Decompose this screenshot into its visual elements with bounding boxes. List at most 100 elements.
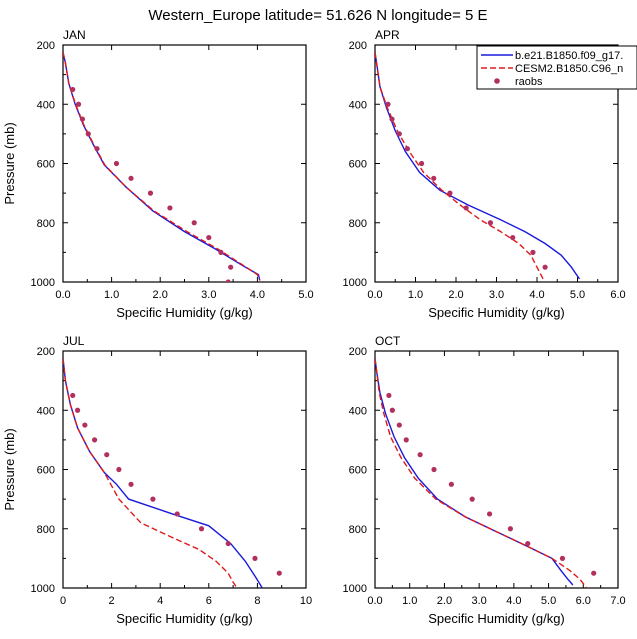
obs-point [228, 264, 234, 270]
y-tick-label: 600 [37, 465, 55, 477]
obs-point [487, 220, 494, 226]
obs-point [225, 540, 231, 547]
series-line-model2 [375, 52, 544, 280]
x-tick-label: 2.0 [153, 289, 168, 301]
y-axis-label: Pressure (mb) [2, 428, 17, 510]
panel-label: APR [375, 28, 400, 42]
obs-point [85, 131, 91, 137]
x-tick-label: 6.0 [576, 595, 591, 607]
y-tick-label: 400 [349, 405, 367, 417]
panel-label: JAN [63, 28, 86, 42]
obs-point [530, 249, 536, 255]
panel-label: OCT [375, 334, 401, 348]
x-tick-label: 2.0 [437, 595, 452, 607]
panel-apr: 0.0 1.0 2.0 3.0 4.0 5.0 6.0 200 400 600 800 1000 APR… [343, 28, 637, 320]
x-tick-label: 5.0 [541, 595, 556, 607]
obs-point [418, 160, 425, 167]
x-tick-label: 6 [206, 595, 212, 607]
y-tick-label: 400 [349, 99, 367, 111]
x-tick-label: 3.0 [489, 289, 504, 301]
x-tick-label: 10 [300, 595, 312, 607]
x-tick-label: 4 [157, 595, 163, 607]
obs-point [91, 437, 98, 443]
obs-point [104, 452, 110, 458]
obs-point [70, 86, 76, 93]
obs-point [525, 540, 531, 547]
series-line-model2 [375, 358, 588, 588]
obs-point [218, 249, 224, 255]
series-line-model1 [63, 358, 263, 588]
figure-title: Western_Europe latitude= 51.626 N longit… [148, 7, 487, 24]
data-layer [375, 52, 581, 280]
x-axis-label: Specific Humidity (g/kg) [116, 611, 253, 626]
x-axis-label: Specific Humidity (g/kg) [428, 305, 565, 320]
obs-point [113, 160, 120, 167]
obs-point [389, 116, 395, 122]
data-layer [63, 358, 282, 588]
x-tick-label: 1.0 [104, 289, 119, 301]
obs-point [128, 175, 134, 181]
obs-point [128, 481, 134, 487]
x-tick-label: 0.0 [367, 595, 382, 607]
legend-label: CESM2.B1850.C96_n [515, 63, 623, 75]
legend-label: b.e21.B1850.f09_g17. [515, 50, 623, 62]
y-tick-label: 800 [37, 218, 55, 230]
y-tick-label: 1000 [31, 277, 55, 289]
x-axis-label: Specific Humidity (g/kg) [116, 305, 253, 320]
x-tick-label: 3.0 [201, 289, 216, 301]
legend-swatch [494, 78, 500, 84]
obs-point [431, 466, 437, 473]
legend: b.e21.B1850.f09_g17.CESM2.B1850.C96_nrao… [476, 45, 637, 90]
x-tick-label: 5.0 [298, 289, 313, 301]
x-tick-label: 4.0 [250, 289, 265, 301]
y-tick-label: 800 [349, 524, 367, 536]
x-tick-label: 0 [60, 595, 66, 607]
obs-point [174, 511, 180, 517]
panel-jan: 0.0 1.0 2.0 3.0 4.0 5.0 200 400 600 800 1000 JAN Spe… [2, 28, 314, 320]
y-tick-label: 1000 [31, 583, 55, 595]
x-tick-label: 5.0 [570, 289, 585, 301]
y-tick-label: 800 [37, 524, 55, 536]
obs-point [542, 264, 548, 270]
obs-point [147, 190, 154, 196]
obs-point [94, 146, 100, 152]
series-line-model1 [375, 358, 574, 586]
obs-point [404, 146, 410, 152]
obs-point [252, 555, 258, 561]
obs-point [559, 555, 566, 561]
obs-point [417, 452, 423, 458]
y-axis-label: Pressure (mb) [2, 122, 17, 204]
obs-point [386, 392, 392, 399]
obs-point [206, 234, 212, 241]
obs-point [447, 190, 453, 196]
x-tick-label: 2.0 [448, 289, 463, 301]
obs-point [79, 116, 86, 122]
x-tick-label: 0.0 [55, 289, 70, 301]
plot-frame [62, 350, 307, 589]
data-layer [63, 52, 261, 282]
series-line-model1 [63, 52, 261, 281]
obs-point [74, 407, 81, 413]
y-tick-label: 600 [37, 159, 55, 171]
x-tick-label: 7.0 [610, 595, 625, 607]
x-tick-label: 3.0 [471, 595, 486, 607]
y-tick-label: 600 [349, 159, 367, 171]
y-tick-label: 200 [37, 346, 55, 358]
plot-frame [62, 44, 307, 283]
legend-label: raobs [515, 76, 543, 88]
obs-point [198, 526, 205, 532]
obs-point [507, 526, 513, 532]
panel-label: JUL [63, 334, 85, 348]
y-tick-label: 600 [349, 465, 367, 477]
obs-point [225, 279, 231, 282]
x-tick-label: 0.0 [367, 289, 382, 301]
x-axis-label: Specific Humidity (g/kg) [428, 611, 565, 626]
plot-frame [374, 350, 619, 589]
obs-point [396, 422, 402, 428]
series-line-model2 [63, 52, 261, 281]
obs-point [403, 437, 409, 443]
y-tick-label: 400 [37, 405, 55, 417]
series-line-model2 [63, 358, 238, 588]
obs-point [431, 175, 437, 181]
